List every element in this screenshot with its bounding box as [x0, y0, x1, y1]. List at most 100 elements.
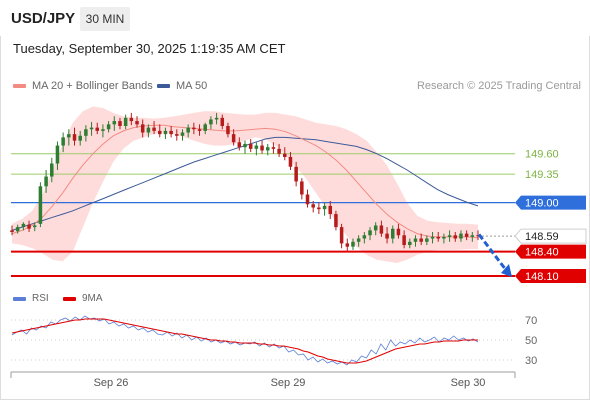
candle-body — [55, 145, 60, 164]
candle-body — [95, 127, 100, 131]
level-tag-shape — [514, 228, 587, 244]
legend-ma50: MA 50 — [157, 80, 207, 92]
candle-body — [203, 124, 207, 131]
level-tag-text: 148.10 — [525, 271, 559, 283]
candle-body — [260, 145, 264, 151]
candle-body — [345, 243, 350, 247]
candle-body — [129, 117, 134, 122]
candle-body — [277, 148, 281, 154]
candle-body — [464, 233, 469, 237]
candle-body — [334, 214, 338, 228]
level-label-149-35: 149.35 — [525, 169, 559, 181]
currency-pair-title: USD/JPY — [11, 10, 76, 27]
ma20-label: MA 20 + Bollinger Bands — [32, 80, 153, 92]
candle-body — [226, 125, 230, 135]
candle-body — [10, 230, 14, 232]
candle-body — [152, 127, 156, 131]
candle-body — [425, 238, 429, 242]
rsi-label: RSI — [32, 293, 49, 304]
x-tick-sep-26: Sep 26 — [94, 377, 129, 389]
candle-body — [339, 227, 344, 244]
x-tick-sep-29: Sep 29 — [271, 377, 306, 389]
candle-body — [15, 227, 20, 232]
candle-body — [220, 117, 225, 126]
candle-body — [408, 241, 412, 246]
candle-body — [379, 225, 384, 234]
candle-body — [32, 225, 37, 228]
rsi-tick-30: 30 — [525, 355, 537, 367]
candle-body — [254, 145, 259, 149]
level-label-149-60: 149.60 — [525, 149, 559, 161]
candle-body — [294, 166, 298, 182]
candle-body — [186, 127, 190, 133]
legend-9ma: 9MA — [63, 293, 103, 304]
candle-body — [419, 238, 423, 242]
level-tag-148-59: 148.59 — [514, 228, 587, 244]
candle-body — [146, 127, 151, 133]
level-tag-text: 148.59 — [525, 231, 559, 243]
legend-ma20: MA 20 + Bollinger Bands — [13, 80, 153, 92]
ma50-swatch — [157, 84, 170, 88]
level-tag-shape — [515, 195, 586, 210]
bollinger-band-area — [12, 106, 478, 264]
candle-body — [328, 205, 333, 215]
candle-body — [209, 119, 213, 125]
research-credit: Research © 2025 Trading Central — [416, 80, 581, 92]
candle-body — [402, 235, 406, 246]
candle-body — [248, 143, 253, 149]
candle-body — [157, 130, 162, 135]
candle-body — [61, 137, 65, 146]
legend-rsi: RSI — [13, 293, 49, 304]
candle-body — [175, 134, 179, 136]
candle-body — [300, 181, 304, 195]
rsi-tick-50: 50 — [525, 335, 537, 347]
candle-body — [112, 121, 117, 125]
candle-body — [453, 235, 458, 239]
level-tag-148-10: 148.10 — [515, 269, 586, 284]
candle-body — [430, 236, 435, 239]
candle-body — [470, 235, 475, 237]
ma50-label: MA 50 — [176, 80, 208, 92]
candle-body — [214, 117, 219, 120]
candle-body — [180, 132, 185, 136]
candle-body — [271, 147, 276, 149]
candle-body — [390, 228, 395, 239]
timestamp-label: Tuesday, September 30, 2025 1:19:35 AM C… — [13, 41, 286, 56]
candle-body — [243, 143, 247, 148]
rsi-series-9ma — [11, 318, 478, 364]
candle-body — [50, 163, 54, 177]
candle-body — [67, 134, 71, 138]
candle-body — [413, 238, 418, 242]
candle-body — [447, 235, 452, 237]
candle-body — [265, 147, 270, 151]
candle-body — [288, 156, 293, 167]
candle-body — [140, 124, 145, 133]
level-tag-149-00: 149.00 — [515, 195, 586, 210]
candle-body — [476, 235, 480, 237]
candle-body — [84, 129, 88, 136]
candle-body — [362, 235, 367, 239]
candle-body — [101, 129, 105, 131]
timeframe-badge[interactable]: 30 MIN — [80, 7, 130, 31]
candle-body — [192, 127, 196, 130]
candle-body — [356, 238, 361, 242]
candle-body — [442, 236, 446, 239]
candle-body — [123, 117, 128, 126]
level-tag-text: 149.00 — [525, 198, 559, 210]
candle-body — [283, 153, 287, 157]
candle-body — [305, 194, 310, 205]
candle-body — [373, 225, 378, 231]
candle-body — [89, 127, 94, 130]
candle-body — [317, 207, 321, 210]
candle-body — [118, 121, 122, 126]
candle-body — [368, 230, 372, 236]
level-tag-shape — [515, 269, 586, 284]
ma20-line — [11, 124, 479, 239]
level-tag-148-40: 148.40 — [515, 244, 586, 259]
rsi-swatch — [13, 296, 26, 301]
candle-body — [135, 121, 139, 125]
candle-body — [44, 176, 48, 187]
candle-body — [72, 134, 77, 141]
candle-body — [237, 142, 242, 148]
